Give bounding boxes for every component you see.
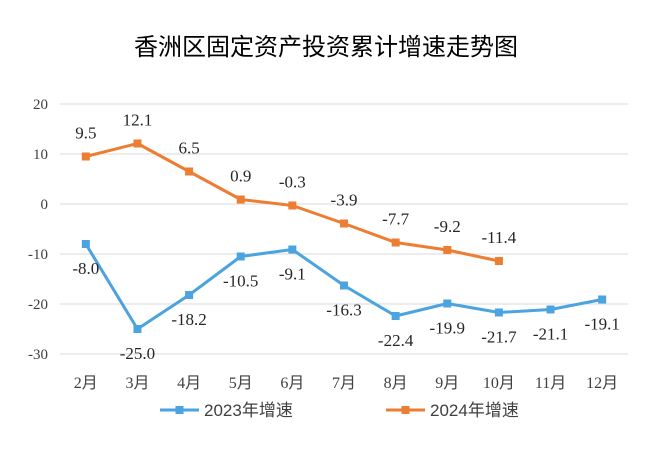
y-tick-label: -30 [28, 347, 48, 363]
series-0-point [443, 300, 451, 308]
legend-item-series-1: 2024年增速 [386, 401, 519, 420]
series-1-point [133, 140, 141, 148]
chart-title: 香洲区固定资产投资累计增速走势图 [134, 33, 518, 61]
series-1-point [340, 220, 348, 228]
series-1-point [82, 153, 90, 161]
series-0-data-label: -18.2 [171, 310, 206, 329]
series-1-data-label: -0.3 [279, 173, 306, 192]
series-layer: -8.0 -25.0 -18.2 -10.5 -9.1 -16.3 -22.4 -19.9 -2… [72, 111, 620, 364]
series-0-data-label: -25.0 [120, 344, 155, 363]
x-axis-tick-labels: 2月 3月 4月 5月 6月 7月 8月 9月 10月 11月 12月 [74, 375, 618, 392]
series-0-data-label: -8.0 [72, 259, 99, 278]
series-0-point [288, 246, 296, 254]
legend-marker-series-0 [176, 406, 184, 414]
series-1-point [185, 168, 193, 176]
series-1-data-label: 12.1 [123, 111, 153, 130]
series-1-data-label: -9.2 [434, 217, 461, 236]
series-1-data-label: 6.5 [178, 139, 199, 158]
series-1-point [237, 196, 245, 204]
series-1-point [443, 246, 451, 254]
series-0-data-label: -19.1 [584, 315, 619, 334]
x-tick-label: 3月 [125, 375, 149, 392]
x-tick-label: 5月 [229, 375, 253, 392]
series-0-data-label: -22.4 [378, 331, 414, 350]
x-tick-label: 9月 [435, 375, 459, 392]
series-1-data-label: -3.9 [331, 191, 358, 210]
series-0-data-label: -9.1 [279, 265, 306, 284]
series-0-data-label: -10.5 [223, 272, 258, 291]
series-0-point [495, 309, 503, 317]
x-tick-label: 12月 [586, 375, 618, 392]
series-0-point [340, 282, 348, 290]
x-tick-label: 6月 [280, 375, 304, 392]
series-0-point [82, 240, 90, 248]
series-0: -8.0 -25.0 -18.2 -10.5 -9.1 -16.3 -22.4 -19.9 -2… [72, 240, 620, 363]
series-1: 9.5 12.1 6.5 0.9 -0.3 -3.9 -7.7 -9.2 -11.4 [75, 111, 517, 266]
series-0-point [598, 296, 606, 304]
series-1-data-label: 0.9 [230, 167, 251, 186]
series-1-point [288, 202, 296, 210]
series-0-data-label: -16.3 [326, 301, 361, 320]
legend-marker-series-1 [402, 406, 410, 414]
series-0-data-label: -19.9 [430, 319, 465, 338]
series-0-point [392, 312, 400, 320]
series-0-point [185, 291, 193, 299]
y-tick-label: -20 [28, 297, 48, 313]
series-0-point [547, 306, 555, 314]
series-0-point [133, 325, 141, 333]
y-axis-tick-labels: 20 10 0 -10 -20 -30 [28, 97, 48, 363]
x-tick-label: 8月 [384, 375, 408, 392]
series-1-point [392, 239, 400, 247]
y-tick-label: 0 [41, 197, 49, 213]
series-0-point [237, 253, 245, 261]
legend-label-series-1: 2024年增速 [430, 401, 519, 420]
legend: 2023年增速 2024年增速 [160, 401, 519, 420]
x-tick-label: 7月 [332, 375, 356, 392]
y-tick-label: 10 [33, 147, 48, 163]
x-tick-label: 10月 [483, 375, 515, 392]
series-1-data-label: 9.5 [75, 124, 96, 143]
y-tick-label: -10 [28, 247, 48, 263]
series-1-point [495, 257, 503, 265]
legend-label-series-0: 2023年增速 [204, 401, 293, 420]
legend-item-series-0: 2023年增速 [160, 401, 293, 420]
series-1-data-label: -7.7 [382, 210, 409, 229]
series-1-data-label: -11.4 [482, 228, 517, 247]
x-tick-label: 11月 [535, 375, 566, 392]
y-tick-label: 20 [33, 97, 48, 113]
series-0-data-label: -21.7 [481, 328, 517, 347]
x-tick-label: 2月 [74, 375, 98, 392]
series-0-data-label: -21.1 [533, 325, 568, 344]
x-tick-label: 4月 [177, 375, 201, 392]
